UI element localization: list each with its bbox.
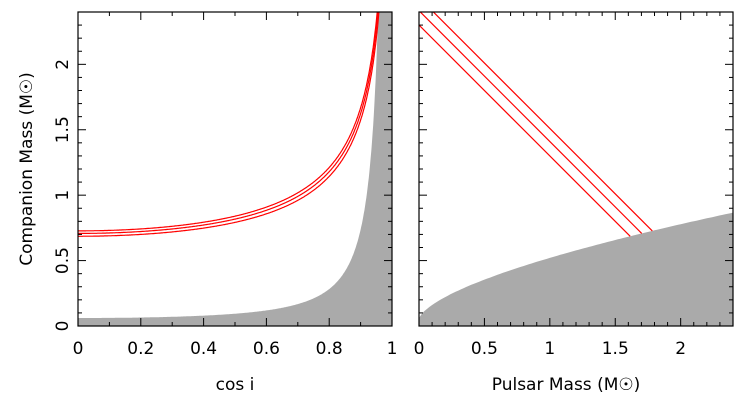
y-tick-label: 1 [53, 190, 73, 201]
left-x-axis-label: cos i [216, 375, 255, 395]
total-mass-curve [78, 12, 379, 234]
right-x-axis-label: Pulsar Mass (M☉) [492, 375, 641, 395]
plot-frame [77, 11, 393, 327]
total-mass-curve [419, 12, 643, 234]
x-tick-label: 1 [544, 339, 555, 359]
y-tick-label: 2 [53, 59, 73, 70]
total-mass-curve [78, 12, 378, 232]
total-mass-curve [432, 12, 653, 232]
x-tick-label: 0.5 [471, 339, 498, 359]
x-tick-label: 0.4 [190, 339, 217, 359]
y-tick-label: 1.5 [53, 116, 73, 143]
x-tick-label: 0.8 [316, 339, 343, 359]
excluded-region [419, 212, 733, 326]
y-tick-label: 0.5 [53, 247, 73, 274]
x-tick-label: 0 [414, 339, 425, 359]
total-mass-curve [78, 12, 380, 237]
excluded-region [78, 12, 392, 326]
left-panel-cos-i: 0 0.2 0.4 0.6 0.8 1 0 0.5 1 1.5 2 [53, 11, 398, 359]
left-y-axis-label: Companion Mass (M☉) [17, 72, 37, 266]
x-tick-label: 0 [73, 339, 84, 359]
x-tick-label: 1 [387, 339, 398, 359]
y-tick-label: 0 [53, 321, 73, 332]
right-panel-pulsar-mass: 0 0.5 1 1.5 2 [414, 11, 734, 359]
x-tick-label: 2 [675, 339, 686, 359]
x-tick-label: 1.5 [602, 339, 629, 359]
total-mass-curve [419, 24, 631, 237]
x-tick-label: 0.2 [127, 339, 154, 359]
plot-frame [418, 11, 734, 327]
x-tick-label: 0.6 [253, 339, 280, 359]
